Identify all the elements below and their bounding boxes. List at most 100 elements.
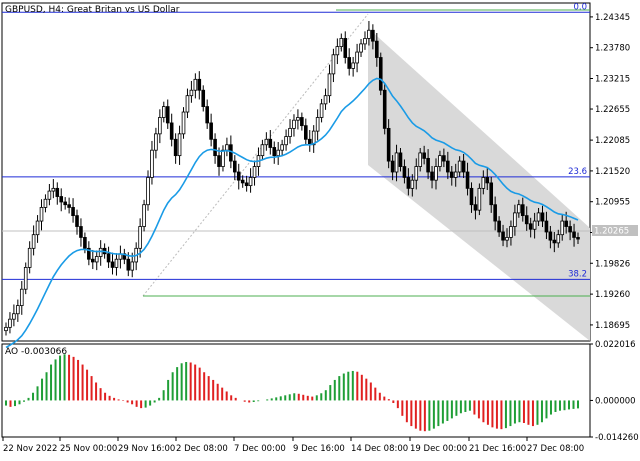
candle-body bbox=[560, 220, 565, 236]
candle-body bbox=[497, 220, 501, 233]
candle-body bbox=[142, 204, 146, 227]
time-axis[interactable]: 22 Nov 2022 25 Nov 00:00 29 Nov 16:00 2 Dec… bbox=[2, 437, 584, 454]
candle-body bbox=[414, 166, 419, 181]
current-price-tag bbox=[592, 225, 638, 236]
candle-body bbox=[323, 95, 328, 105]
candle-body bbox=[221, 149, 225, 167]
ao-label: AO -0.003066 bbox=[5, 347, 67, 357]
fib-level-label: 38.2 bbox=[568, 269, 587, 279]
candle-body bbox=[406, 177, 411, 189]
candle-body bbox=[83, 237, 87, 249]
candle-body bbox=[126, 258, 131, 271]
candle-body bbox=[434, 166, 438, 181]
candle-body bbox=[150, 149, 154, 178]
candle-body bbox=[465, 171, 470, 189]
candle-body bbox=[375, 40, 379, 58]
candle-body bbox=[90, 258, 95, 263]
candle-body bbox=[351, 62, 355, 69]
candle-body bbox=[236, 171, 241, 181]
candle-body bbox=[517, 204, 521, 214]
candle-body bbox=[8, 318, 12, 328]
candle-body bbox=[469, 187, 474, 206]
candle-body bbox=[272, 147, 277, 157]
fib-baseline[interactable] bbox=[142, 13, 369, 297]
candle-body bbox=[418, 152, 423, 167]
candle-body bbox=[576, 237, 580, 240]
candle-body bbox=[544, 220, 549, 233]
time-tick-label: 2 Dec 08:00 bbox=[176, 444, 228, 454]
candle-body bbox=[67, 204, 71, 208]
candle-body bbox=[359, 43, 363, 53]
candle-body bbox=[268, 138, 273, 148]
time-tick-label: 21 Dec 16:00 bbox=[469, 444, 526, 454]
candle-body bbox=[98, 247, 103, 257]
candle-body bbox=[524, 215, 529, 225]
current-price-value: 1.20265 bbox=[594, 227, 629, 237]
candle-body bbox=[485, 177, 490, 184]
candle-body bbox=[264, 138, 269, 146]
candle-body bbox=[185, 95, 190, 113]
candle-body bbox=[552, 239, 557, 244]
price-tick-label: 1.23215 bbox=[595, 75, 630, 85]
fib-level-label: 0.0 bbox=[573, 2, 587, 12]
price-tick-label: 1.20955 bbox=[595, 198, 630, 208]
candle-body bbox=[382, 89, 387, 129]
fib-level-label: 23.6 bbox=[568, 167, 587, 177]
candles bbox=[4, 20, 580, 336]
candle-body bbox=[442, 155, 446, 162]
candle-body bbox=[394, 152, 399, 173]
candle-body bbox=[402, 166, 407, 178]
candle-body bbox=[12, 313, 16, 320]
candle-body bbox=[106, 253, 111, 263]
candle-body bbox=[248, 177, 253, 187]
price-axis[interactable]: 1.24345 1.23780 1.23215 1.22655 1.22085 1.215… bbox=[590, 13, 630, 331]
candle-body bbox=[319, 103, 324, 118]
candle-body bbox=[501, 231, 505, 241]
candle-body bbox=[335, 46, 340, 56]
candle-body bbox=[35, 220, 40, 236]
candle-body bbox=[390, 160, 395, 173]
candle-body bbox=[477, 187, 482, 211]
time-tick-label: 22 Nov 2022 bbox=[3, 444, 57, 454]
candle-body bbox=[165, 106, 170, 124]
candle-body bbox=[513, 212, 517, 227]
candle-body bbox=[481, 177, 486, 189]
candle-body bbox=[114, 258, 119, 268]
candle-body bbox=[532, 220, 537, 230]
candle-body bbox=[75, 215, 79, 227]
price-tick-label: 1.21520 bbox=[595, 167, 630, 177]
candle-body bbox=[71, 207, 75, 217]
candle-body bbox=[564, 220, 568, 227]
candle-body bbox=[339, 38, 344, 48]
candle-body bbox=[422, 152, 426, 159]
candle-body bbox=[209, 122, 213, 140]
candle-body bbox=[556, 234, 561, 244]
candle-body bbox=[27, 247, 32, 268]
candle-body bbox=[520, 204, 525, 217]
candle-body bbox=[63, 201, 67, 206]
candle-body bbox=[548, 231, 553, 241]
candle-body bbox=[378, 57, 383, 91]
candle-body bbox=[55, 187, 60, 197]
candle-body bbox=[39, 207, 44, 222]
candle-body bbox=[568, 226, 572, 233]
time-tick-label: 7 Dec 00:00 bbox=[234, 444, 286, 454]
candle-body bbox=[213, 138, 217, 157]
candle-body bbox=[489, 182, 494, 206]
candle-body bbox=[177, 133, 182, 157]
candle-body bbox=[47, 190, 52, 200]
candle-body bbox=[505, 237, 509, 241]
candle-body bbox=[296, 117, 300, 121]
price-tick-label: 1.22085 bbox=[595, 136, 630, 146]
candle-body bbox=[363, 38, 367, 45]
ao-tick-label: 0.022016 bbox=[595, 340, 636, 350]
candle-body bbox=[288, 127, 292, 137]
price-tick-label: 1.24345 bbox=[595, 13, 630, 23]
candle-body bbox=[130, 261, 135, 271]
ao-axis[interactable]: 0.022016 0.000000 -0.014260 bbox=[590, 340, 639, 443]
candle-body bbox=[292, 119, 296, 129]
candle-body bbox=[94, 256, 99, 263]
candle-body bbox=[315, 117, 320, 132]
